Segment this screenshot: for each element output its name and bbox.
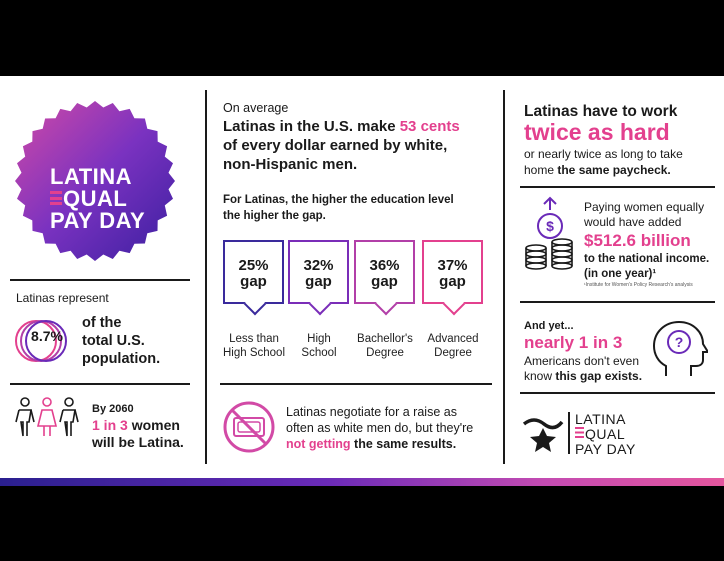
gap-box: 32% gap (288, 240, 349, 304)
education-level-label: High School (301, 333, 337, 359)
population-intro: Latinas represent (16, 291, 109, 305)
column-divider (503, 90, 505, 464)
divider (520, 186, 715, 188)
column-divider (205, 90, 207, 464)
gap-word: gap (240, 273, 267, 290)
awareness-text: Americans don't even know this gap exist… (524, 354, 643, 383)
population-rings-icon (15, 320, 67, 362)
badge-line3: PAY DAY (50, 208, 146, 233)
gap-word: gap (305, 273, 332, 290)
work-highlight: twice as hard (524, 119, 670, 145)
divider (10, 383, 190, 385)
work-line1: Latinas have to work (524, 103, 678, 120)
badge-text: LATINA QUAL PAY DAY (50, 166, 145, 232)
education-heading: For Latinas, the higher the education le… (223, 194, 454, 222)
projection-intro: By 2060 (92, 403, 134, 415)
awareness-highlight: nearly 1 in 3 (524, 333, 623, 352)
economy-impact: to the national income. (in one year)¹ (584, 253, 710, 280)
svg-text:$: $ (546, 218, 554, 234)
badge-line2: QUAL (63, 186, 128, 211)
awareness-intro: And yet... (524, 320, 574, 332)
economy-text: Paying women equally would have added (584, 200, 705, 229)
badge-line1: LATINA (50, 164, 133, 189)
equals-icon (575, 427, 584, 438)
people-icon (15, 397, 79, 437)
pay-statement: Latinas in the U.S. make 53 cents of eve… (223, 118, 460, 173)
dollar-coins-icon: $ (525, 196, 573, 270)
divider (220, 383, 492, 385)
pay-intro: On average (223, 101, 289, 115)
gap-box: 37% gap (422, 240, 483, 304)
infographic: LATINA QUAL PAY DAY Latinas represent 8.… (0, 76, 724, 486)
logo-text: LATINA QUAL PAY DAY (575, 411, 636, 457)
gap-percent: 36% (369, 257, 400, 274)
badge-seal-icon (15, 101, 175, 261)
gap-box: 25% gap (223, 240, 284, 304)
gap-percent: 25% (238, 257, 269, 274)
divider (520, 392, 715, 394)
economy-footnote: ¹Institute for Women's Policy Research's… (584, 282, 693, 288)
education-level-label: Advanced Degree (427, 333, 479, 359)
population-value: 8.7% (31, 328, 63, 344)
logo-divider (568, 412, 570, 454)
head-question-icon: ? (652, 320, 708, 376)
economy-amount: $512.6 billion (584, 231, 691, 250)
bottom-gradient-bar (0, 478, 724, 486)
negotiate-text: Latinas negotiate for a raise as often a… (286, 405, 474, 451)
gap-box: 36% gap (354, 240, 415, 304)
divider (10, 279, 190, 281)
latina-equal-pay-day-badge: LATINA QUAL PAY DAY (12, 98, 178, 264)
gap-word: gap (371, 273, 398, 290)
gap-percent: 32% (303, 257, 334, 274)
work-detail: or nearly twice as long to take home the… (524, 147, 683, 177)
divider (520, 301, 715, 303)
projection-text: 1 in 3 women will be Latina. (92, 417, 184, 450)
svg-text:?: ? (675, 334, 684, 350)
population-text: of the total U.S. population. (82, 315, 161, 367)
gap-word: gap (439, 273, 466, 290)
no-money-icon (223, 401, 275, 453)
education-level-label: Bachellor's Degree (357, 333, 413, 359)
star-logo-icon (522, 418, 564, 452)
gap-percent: 37% (437, 257, 468, 274)
education-level-label: Less than High School (222, 333, 285, 359)
equals-icon (50, 191, 62, 205)
